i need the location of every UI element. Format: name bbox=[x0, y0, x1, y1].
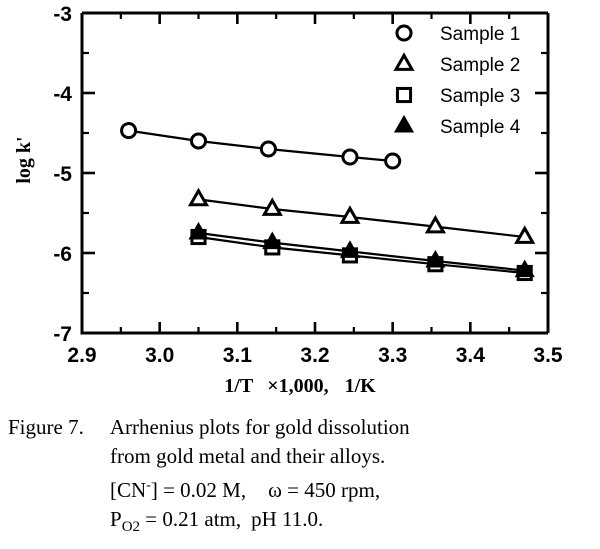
series-sample-4 bbox=[188, 221, 535, 278]
caption-po2-2: 2 bbox=[132, 519, 141, 536]
caption-line-3: [CN-] = 0.02 M, ω = 450 rpm, bbox=[0, 471, 600, 505]
caption-line-4: PO2 = 0.21 atm, pH 11.0. bbox=[0, 505, 600, 542]
caption-omega-value: ω = 450 rpm, bbox=[268, 478, 381, 502]
marker-triangle-open-icon bbox=[339, 205, 361, 224]
caption-cn-charge: - bbox=[146, 478, 151, 493]
y-tick-label: -5 bbox=[53, 163, 72, 186]
figure-caption: Figure 7. Arrhenius plots for gold dissol… bbox=[0, 413, 600, 542]
marker-triangle-open-icon bbox=[514, 225, 536, 244]
caption-cn-value: ] = 0.02 M, bbox=[150, 478, 247, 502]
x-tick-label: 2.9 bbox=[67, 344, 96, 367]
y-tick-label: -4 bbox=[53, 83, 72, 106]
legend-entry-1: Sample 1 bbox=[395, 24, 520, 45]
x-tick-label: 3.2 bbox=[300, 344, 329, 367]
caption-po2-value: = 0.21 atm, bbox=[140, 507, 242, 531]
legend-label: Sample 1 bbox=[440, 24, 520, 45]
series-sample-2 bbox=[187, 187, 536, 244]
caption-line-2: from gold metal and their alloys. bbox=[0, 442, 600, 471]
series-polyline bbox=[198, 235, 525, 275]
legend-entry-2: Sample 2 bbox=[393, 52, 520, 76]
marker-triangle-open-icon bbox=[424, 214, 446, 234]
chart-legend: Sample 1 Sample 2 Sample 3 Sample 4 bbox=[393, 24, 521, 138]
legend-entry-4: Sample 4 bbox=[393, 114, 521, 138]
y-tick-label: -6 bbox=[53, 243, 72, 266]
x-axis-title: 1/T ×1,000, 1/K bbox=[224, 375, 376, 397]
legend-entry-3: Sample 3 bbox=[395, 86, 520, 107]
caption-ph-value: pH 11.0. bbox=[251, 507, 324, 531]
legend-label: Sample 2 bbox=[440, 55, 520, 76]
caption-po2-o: O bbox=[121, 519, 133, 536]
x-tick-label: 3.4 bbox=[456, 344, 486, 367]
marker-circle-open-icon bbox=[259, 140, 277, 158]
marker-triangle-filled-icon bbox=[393, 114, 415, 133]
series-sample-1 bbox=[120, 122, 402, 170]
marker-triangle-filled-icon bbox=[425, 249, 446, 268]
data-series bbox=[120, 122, 536, 282]
series-polyline bbox=[198, 231, 525, 272]
legend-label: Sample 4 bbox=[440, 117, 521, 138]
marker-square-open-icon bbox=[395, 86, 413, 104]
marker-circle-open-icon bbox=[189, 132, 208, 150]
marker-triangle-filled-icon bbox=[339, 240, 361, 258]
series-polyline bbox=[198, 198, 525, 239]
x-tick-label: 3.5 bbox=[533, 344, 563, 367]
caption-text-1: Arrhenius plots for gold dissolution bbox=[109, 415, 410, 439]
caption-text-2: from gold metal and their alloys. bbox=[110, 444, 386, 468]
marker-triangle-filled-icon bbox=[262, 231, 283, 250]
y-axis-title: log k' bbox=[13, 136, 35, 183]
axis-ticks bbox=[80, 11, 550, 335]
marker-triangle-open-icon bbox=[261, 197, 283, 216]
marker-circle-open-icon bbox=[384, 152, 402, 170]
x-tick-label: 3.1 bbox=[223, 344, 253, 367]
marker-triangle-filled-icon bbox=[514, 259, 535, 278]
marker-triangle-open-icon bbox=[393, 52, 415, 71]
y-tick-label: -7 bbox=[53, 323, 72, 346]
marker-circle-open-icon bbox=[341, 148, 359, 166]
arrhenius-plot: 2.9 3.0 3.1 3.2 3.3 3.4 3.5 -3 -4 -5 -6 -7 1/T ×1,00… bbox=[13, 3, 563, 397]
caption-po2-p: P bbox=[110, 507, 122, 531]
caption-figure-label: Figure 7. bbox=[8, 415, 84, 439]
marker-triangle-filled-icon bbox=[188, 221, 209, 240]
marker-circle-open-icon bbox=[120, 122, 138, 140]
marker-triangle-open-icon bbox=[187, 187, 210, 207]
axis-tick-labels: 2.9 3.0 3.1 3.2 3.3 3.4 3.5 -3 -4 -5 -6 -7 bbox=[53, 3, 563, 367]
y-tick-label: -3 bbox=[53, 3, 72, 26]
x-tick-label: 3.3 bbox=[378, 344, 407, 367]
legend-label: Sample 3 bbox=[440, 86, 520, 107]
marker-circle-open-icon bbox=[395, 24, 413, 42]
caption-cn-bracket: [CN bbox=[110, 478, 147, 502]
caption-line-1: Figure 7. Arrhenius plots for gold dissol… bbox=[0, 413, 600, 442]
x-tick-label: 3.0 bbox=[145, 344, 174, 367]
